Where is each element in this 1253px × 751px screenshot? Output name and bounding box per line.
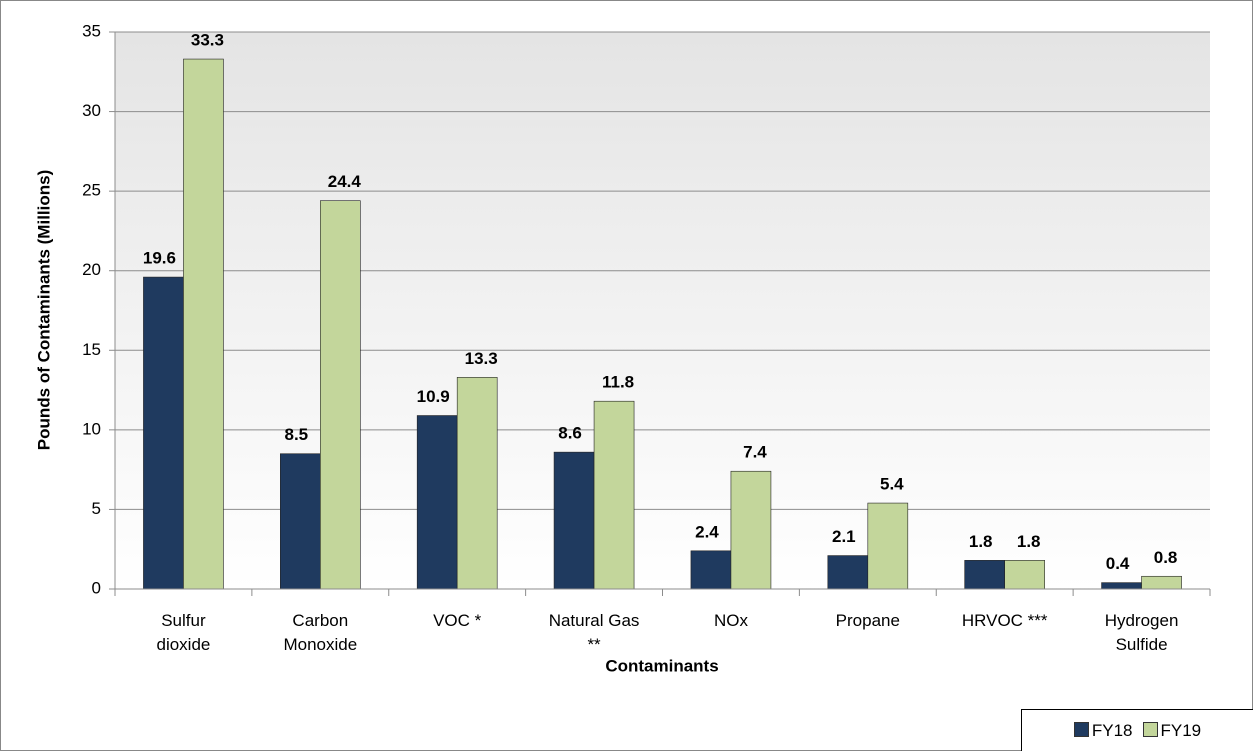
bar bbox=[183, 58, 224, 590]
data-label: 13.3 bbox=[465, 349, 498, 368]
bar bbox=[280, 453, 321, 590]
x-tick-label: NOx bbox=[713, 611, 748, 630]
bar bbox=[553, 451, 595, 590]
x-tick-label: VOC * bbox=[433, 611, 482, 630]
bar bbox=[690, 550, 732, 590]
bar bbox=[143, 276, 184, 590]
bar bbox=[456, 377, 498, 590]
legend-label: FY19 bbox=[1160, 720, 1202, 740]
data-label: 7.4 bbox=[743, 443, 767, 462]
data-label: 5.4 bbox=[880, 475, 904, 494]
bar bbox=[320, 200, 361, 590]
legend-swatch bbox=[1073, 721, 1089, 737]
data-label: 2.4 bbox=[695, 522, 719, 541]
plot-area bbox=[115, 32, 1210, 589]
x-axis-title: Contaminants bbox=[605, 656, 718, 675]
legend-item: FY19 bbox=[1142, 720, 1202, 741]
data-label: 11.8 bbox=[602, 373, 634, 392]
bar bbox=[416, 415, 458, 590]
data-label: 0.8 bbox=[1154, 548, 1178, 567]
legend-item: FY18 bbox=[1073, 720, 1133, 741]
y-tick-label: 15 bbox=[82, 340, 101, 359]
y-tick-label: 30 bbox=[82, 101, 101, 120]
x-tick-label: HRVOC *** bbox=[961, 611, 1048, 630]
bar bbox=[867, 502, 909, 590]
bar bbox=[964, 560, 1005, 590]
y-tick-label: 25 bbox=[82, 181, 101, 200]
x-tick-label: Carbon Monoxide bbox=[283, 611, 358, 654]
data-label: 1.8 bbox=[969, 532, 993, 551]
y-tick-label: 35 bbox=[82, 21, 101, 40]
y-tick-label: 0 bbox=[92, 578, 101, 597]
data-label: 0.4 bbox=[1106, 554, 1130, 573]
y-tick-label: 5 bbox=[92, 499, 101, 518]
x-tick-label: Sulfur dioxide bbox=[156, 611, 211, 654]
bar bbox=[1141, 575, 1182, 590]
data-label: 8.5 bbox=[284, 425, 308, 444]
data-label: 19.6 bbox=[143, 249, 176, 268]
bar bbox=[827, 555, 869, 590]
legend-swatch bbox=[1142, 721, 1158, 737]
y-axis-title: Pounds of Contaminants (Millions) bbox=[34, 170, 53, 450]
data-label: 33.3 bbox=[191, 31, 224, 50]
x-tick-label: Propane bbox=[835, 611, 900, 630]
legend-label: FY18 bbox=[1091, 720, 1133, 740]
bar bbox=[1004, 560, 1045, 590]
data-label: 24.4 bbox=[328, 172, 362, 191]
data-label: 8.6 bbox=[558, 424, 582, 443]
legend: FY18 FY19 bbox=[1021, 709, 1253, 751]
bar bbox=[593, 400, 635, 590]
data-label: 10.9 bbox=[417, 387, 450, 406]
data-label: 2.1 bbox=[832, 527, 856, 546]
x-tick-label: Hydrogen Sulfide bbox=[1104, 611, 1179, 654]
y-tick-label: 20 bbox=[82, 260, 101, 279]
data-label: 1.8 bbox=[1017, 532, 1041, 551]
bar bbox=[1101, 582, 1142, 590]
bar bbox=[730, 470, 772, 590]
y-tick-label: 10 bbox=[82, 419, 101, 438]
x-tick-label: Natural Gas ** bbox=[548, 611, 640, 654]
